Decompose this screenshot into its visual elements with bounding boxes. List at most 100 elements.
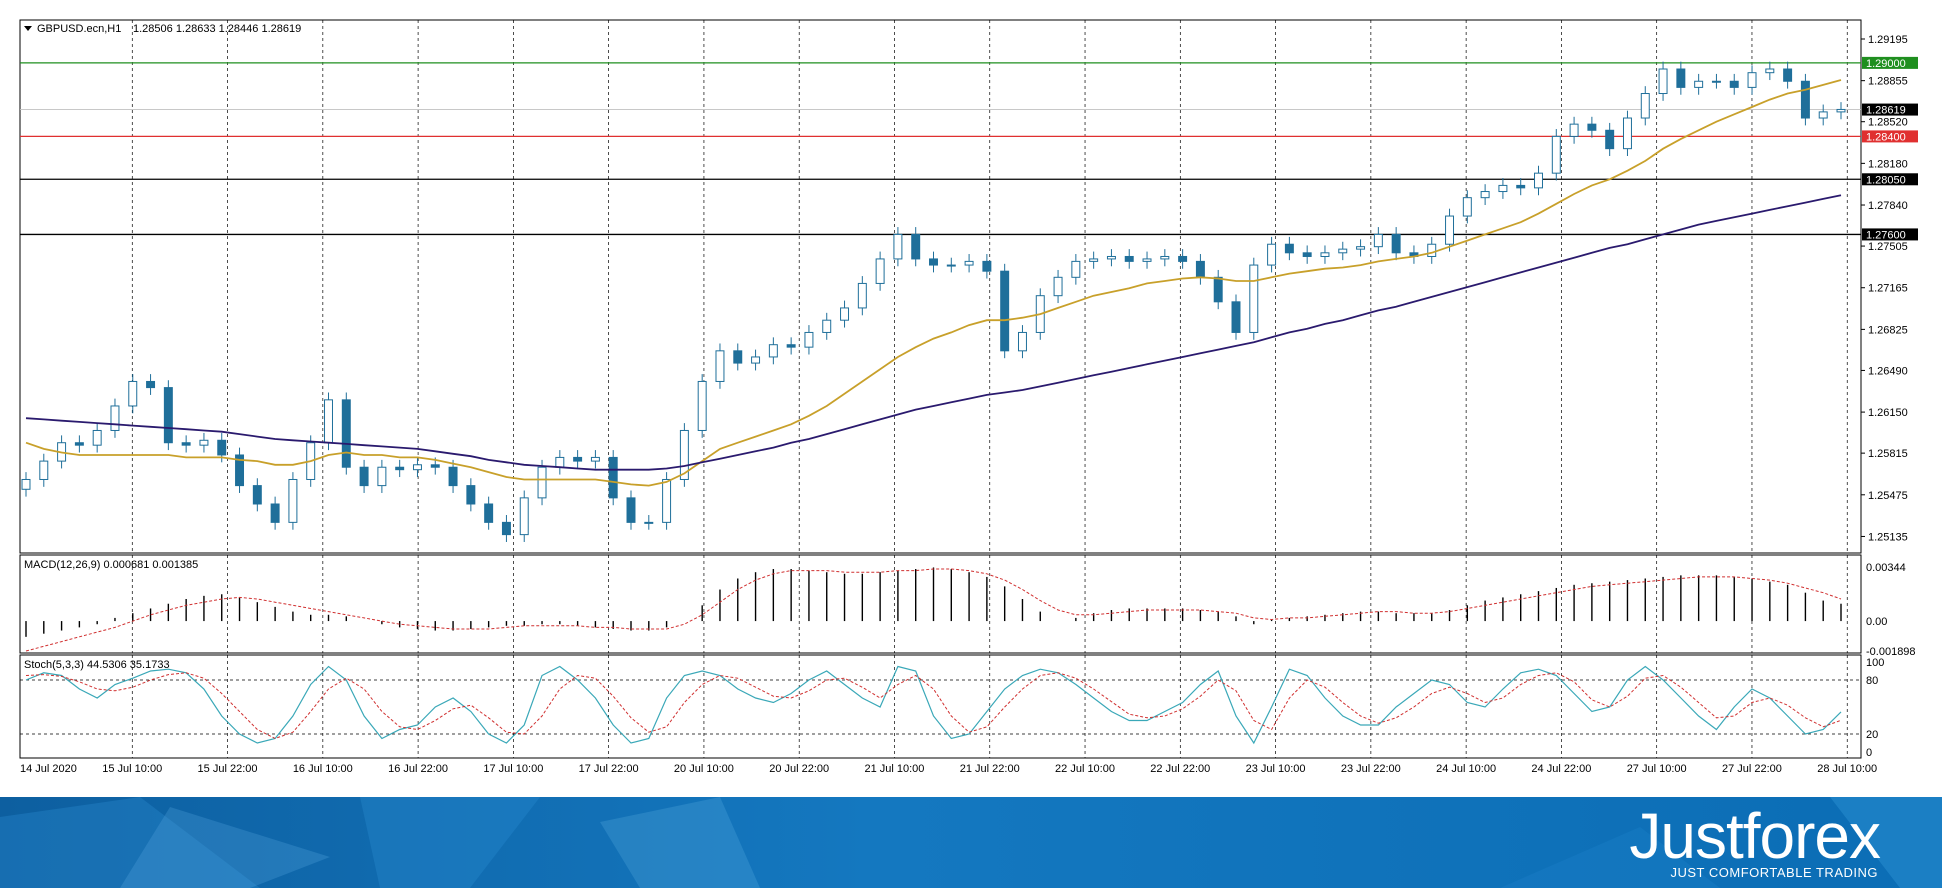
candle-body: [1195, 260, 1205, 278]
candle-body: [412, 464, 422, 471]
stoch-tick-label: 100: [1866, 657, 1884, 669]
candle-body: [377, 466, 387, 487]
candle-body: [92, 429, 102, 446]
candle-body: [1711, 80, 1721, 83]
price-tick-label: 1.26490: [1868, 365, 1908, 377]
price-tick-label: 1.25135: [1868, 531, 1908, 543]
candle-body: [679, 429, 689, 480]
level-tag: [1862, 130, 1918, 143]
price-tick-label: 1.26150: [1868, 407, 1908, 419]
candle-body: [217, 439, 227, 456]
candle-body: [1818, 111, 1828, 119]
macd-signal-line: [25, 568, 1842, 652]
candle-body: [1249, 264, 1259, 333]
stoch-panel: [19, 654, 1862, 759]
time-tick-label: 24 Jul 10:00: [1436, 763, 1496, 775]
candle-body: [1783, 68, 1793, 82]
candle-body: [929, 258, 938, 266]
candle-body: [146, 380, 156, 389]
stoch-label: Stoch(5,3,3) 44.5306 35.1733: [24, 659, 170, 671]
candle-body: [430, 464, 440, 468]
candle-body: [1124, 255, 1134, 262]
candle-body: [181, 442, 191, 446]
candle-body: [733, 350, 743, 364]
candle-body: [110, 405, 120, 431]
candle-body: [1587, 123, 1597, 131]
price-tick-label: 1.28520: [1868, 117, 1908, 129]
time-tick-label: 21 Jul 22:00: [960, 763, 1020, 775]
time-tick-label: 24 Jul 22:00: [1531, 763, 1591, 775]
time-tick-label: 14 Jul 2020: [20, 763, 77, 775]
candle-body: [21, 478, 31, 490]
candle-body: [1694, 80, 1704, 88]
moving-average-line: [25, 79, 1842, 487]
macd-histogram: 0.00344 0.00 -0.001898: [25, 562, 1916, 658]
price-axis: 1.29195 1.28855 1.28520 1.28180 1.27840 1.275…: [1861, 34, 1908, 543]
candle-body: [1267, 243, 1277, 266]
candle-body: [1569, 123, 1579, 137]
candle-body: [74, 442, 84, 446]
candle-body: [964, 260, 974, 266]
stochastic-lines: 100 80 20 0: [20, 657, 1884, 759]
candle-body: [270, 503, 280, 523]
price-tick-label: 1.25475: [1868, 490, 1908, 502]
candle-body: [1213, 276, 1223, 303]
stoch-tick-label: 0: [1866, 747, 1872, 759]
candle-body: [359, 466, 369, 487]
candle-body: [1445, 215, 1455, 245]
collapse-triangle-icon[interactable]: [24, 26, 32, 31]
candle-body: [857, 282, 867, 309]
time-tick-label: 17 Jul 10:00: [483, 763, 543, 775]
candle-body: [466, 485, 476, 505]
trading-chart: 1.29000 1.28400 1.28050 1.27600 1.28619 0.00…: [19, 19, 1918, 775]
candle-body: [163, 387, 173, 444]
price-tick-label: 1.26825: [1868, 324, 1908, 336]
candle-body: [662, 478, 672, 523]
candle-body: [1106, 255, 1116, 260]
candle-body: [608, 456, 618, 499]
candle-body: [519, 497, 529, 536]
symbol-label: GBPUSD.ecn,H1: [37, 23, 121, 35]
candle-body: [982, 260, 992, 272]
candle-body: [590, 456, 600, 462]
time-tick-label: 23 Jul 22:00: [1341, 763, 1401, 775]
time-tick-label: 17 Jul 22:00: [579, 763, 639, 775]
candle-body: [1017, 331, 1027, 352]
main-panel: [19, 19, 1862, 554]
stoch-tick-label: 80: [1866, 675, 1878, 687]
candle-body: [1498, 184, 1508, 193]
candle-body: [911, 233, 921, 260]
macd-tick-label: 0.00344: [1866, 562, 1906, 574]
time-tick-label: 27 Jul 22:00: [1722, 763, 1782, 775]
candle-body: [1391, 233, 1401, 254]
moving-average-line: [25, 194, 1842, 471]
justforex-logo: Justforex: [1629, 800, 1881, 872]
stoch-tick-label: 20: [1866, 729, 1878, 741]
candle-body: [252, 485, 262, 505]
banner-decoration: [0, 797, 1942, 888]
time-tick-label: 28 Jul 10:00: [1817, 763, 1877, 775]
price-tick-label: 1.28855: [1868, 76, 1908, 88]
price-tick-label: 1.28180: [1868, 158, 1908, 170]
time-tick-label: 22 Jul 10:00: [1055, 763, 1115, 775]
candle-body: [324, 399, 333, 444]
time-axis: 14 Jul 2020 15 Jul 10:00 15 Jul 22:00 16 Ju…: [20, 763, 1877, 775]
candle-body: [537, 466, 547, 499]
candle-body: [786, 344, 796, 348]
candle-body: [1534, 172, 1543, 189]
time-tick-label: 15 Jul 22:00: [198, 763, 258, 775]
candle-body: [484, 503, 494, 523]
candle-body: [573, 456, 583, 462]
candle-body: [1640, 93, 1650, 119]
candle-body: [1800, 80, 1810, 119]
candle-body: [644, 521, 654, 524]
candle-body: [1729, 80, 1739, 88]
candle-body: [1231, 301, 1241, 333]
candle-body: [1747, 72, 1757, 88]
candle-body: [1605, 129, 1615, 150]
candle-body: [946, 264, 956, 267]
time-tick-label: 21 Jul 10:00: [864, 763, 924, 775]
price-tick-label: 1.27840: [1868, 200, 1908, 212]
candle-body: [626, 497, 636, 523]
time-tick-label: 23 Jul 10:00: [1246, 763, 1306, 775]
